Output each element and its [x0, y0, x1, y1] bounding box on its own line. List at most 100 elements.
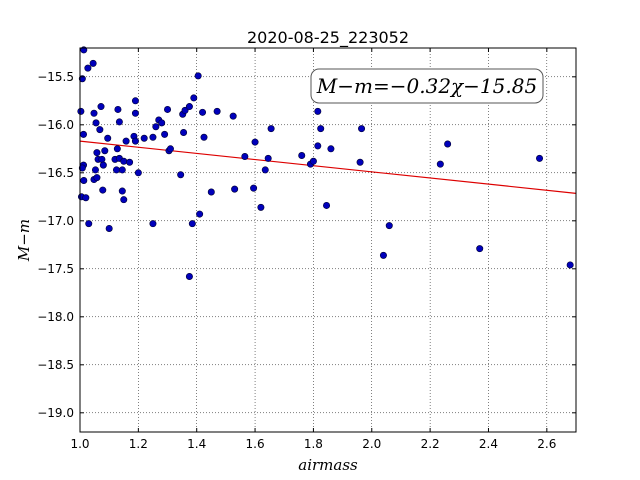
- data-point: [536, 154, 544, 162]
- data-point: [196, 210, 204, 218]
- x-tick-label: 2.4: [479, 437, 498, 451]
- data-point: [164, 105, 172, 113]
- y-tick-label: −16.0: [37, 118, 74, 132]
- data-point: [97, 103, 105, 111]
- data-point: [309, 157, 317, 165]
- y-tick-labels: −15.5 −16.0 −16.5 −17.0 −17.5 −18.0 −18.5 −19.0: [37, 70, 74, 420]
- x-tick-label: 2.2: [421, 437, 440, 451]
- data-point: [140, 134, 148, 142]
- data-point: [114, 105, 122, 113]
- data-point: [241, 152, 249, 160]
- data-point: [84, 64, 92, 72]
- data-point: [177, 171, 185, 179]
- data-point: [80, 176, 88, 184]
- x-axis-label: airmass: [298, 456, 358, 474]
- y-tick-label: −18.5: [37, 358, 74, 372]
- data-point: [120, 157, 128, 165]
- data-point: [131, 137, 139, 145]
- fit-line-group: [79, 140, 577, 194]
- data-point: [207, 188, 215, 196]
- x-tick-labels: 1.0 1.2 1.4 1.6 1.8 2.0 2.2 2.4 2.6: [70, 437, 556, 451]
- data-points: [77, 46, 574, 280]
- data-point: [96, 126, 104, 134]
- data-point: [199, 108, 207, 116]
- data-point: [158, 119, 166, 127]
- data-point: [261, 166, 269, 174]
- data-point: [327, 145, 335, 153]
- data-point: [122, 137, 130, 145]
- data-point: [190, 94, 198, 102]
- data-point: [99, 161, 107, 169]
- data-point: [194, 72, 202, 80]
- data-point: [131, 97, 139, 105]
- data-point: [120, 196, 128, 204]
- x-tick-label: 1.0: [70, 437, 89, 451]
- x-tick-label: 1.6: [246, 437, 265, 451]
- data-point: [104, 134, 112, 142]
- annotation-box: M−m=−0.32χ−15.85: [310, 68, 544, 104]
- fit-line: [79, 140, 577, 194]
- data-point: [90, 109, 98, 117]
- x-tick-label: 2.6: [537, 437, 556, 451]
- plot-area: [77, 46, 577, 433]
- fit-equation: M−m=−0.32χ−15.85: [316, 74, 537, 98]
- data-point: [91, 166, 99, 174]
- data-point: [82, 194, 90, 202]
- x-tick-label: 1.2: [129, 437, 148, 451]
- x-tick-label: 2.0: [362, 437, 381, 451]
- data-point: [78, 164, 86, 172]
- data-point: [231, 185, 239, 193]
- data-point: [112, 166, 120, 174]
- axis-ticks: [79, 48, 576, 432]
- data-point: [149, 220, 157, 228]
- data-point: [161, 130, 169, 138]
- y-tick-label: −16.5: [37, 166, 74, 180]
- data-point: [149, 133, 157, 141]
- plot-frame: [79, 47, 577, 433]
- data-point: [356, 158, 364, 166]
- data-point: [314, 142, 322, 150]
- y-tick-label: −17.0: [37, 214, 74, 228]
- data-point: [385, 222, 393, 230]
- data-point: [98, 155, 106, 163]
- data-point: [229, 112, 237, 120]
- chart-title: 2020-08-25_223052: [247, 28, 409, 48]
- data-point: [101, 147, 109, 155]
- data-point: [250, 184, 258, 192]
- data-point: [185, 103, 193, 111]
- data-point: [314, 107, 322, 115]
- y-tick-label: −15.5: [37, 70, 74, 84]
- data-point: [444, 140, 452, 148]
- data-point: [118, 166, 126, 174]
- data-point: [126, 158, 134, 166]
- data-point: [188, 220, 196, 228]
- data-point: [77, 107, 85, 115]
- y-tick-label: −18.0: [37, 310, 74, 324]
- data-point: [257, 203, 265, 211]
- y-tick-label: −17.5: [37, 262, 74, 276]
- data-point: [200, 133, 208, 141]
- data-point: [358, 125, 366, 133]
- data-point: [89, 59, 97, 67]
- data-point: [379, 251, 387, 259]
- data-point: [476, 245, 484, 253]
- data-point: [85, 220, 93, 228]
- data-point: [251, 138, 259, 146]
- data-point: [152, 123, 160, 131]
- data-point: [131, 109, 139, 117]
- data-point: [317, 125, 325, 133]
- data-point: [180, 128, 188, 136]
- data-point: [134, 169, 142, 177]
- data-point: [323, 201, 331, 209]
- x-tick-label: 1.4: [187, 437, 206, 451]
- data-point: [267, 125, 275, 133]
- data-point: [115, 118, 123, 126]
- plot-background: [80, 48, 576, 432]
- data-point: [298, 152, 306, 160]
- data-point: [80, 130, 88, 138]
- x-tick-label: 1.8: [304, 437, 323, 451]
- data-point: [436, 160, 444, 168]
- data-point: [113, 145, 121, 153]
- data-point: [185, 272, 193, 280]
